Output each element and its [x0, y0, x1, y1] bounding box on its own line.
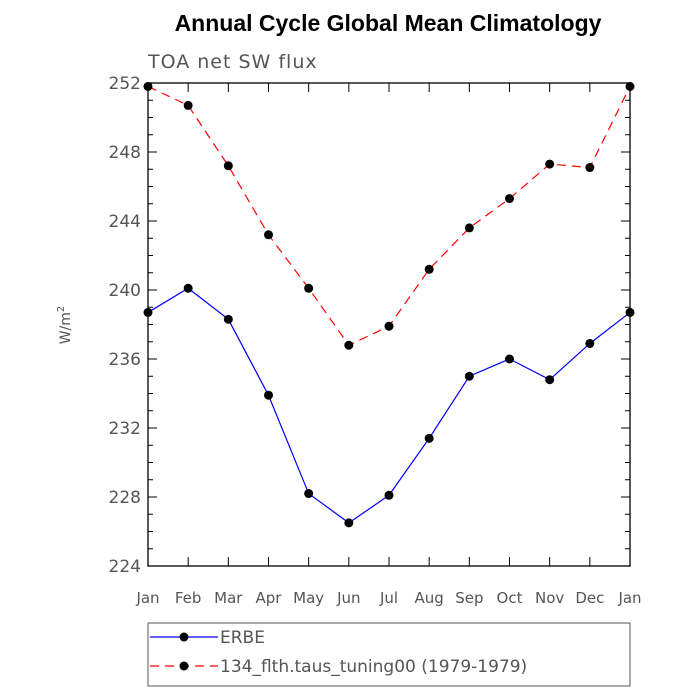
series-2-point: [545, 159, 555, 169]
series-1-point: [264, 390, 273, 400]
series-2-point: [505, 194, 514, 204]
series-2-point: [304, 283, 314, 293]
y-tick-label: 232: [109, 419, 141, 439]
x-tick-label: Jan: [135, 589, 159, 607]
legend-marker-1: [179, 632, 189, 642]
x-tick-label: Oct: [497, 589, 523, 607]
series-2-point: [143, 81, 153, 91]
x-tick-label: Mar: [214, 589, 243, 607]
legend-marker-2: [179, 661, 189, 671]
x-tick-label: Jul: [379, 589, 398, 607]
series-1-point: [424, 433, 434, 443]
legend-box: [147, 622, 631, 687]
x-tick-label: May: [293, 589, 324, 607]
series-line-2: [147, 85, 631, 346]
plot-area: 224 228 232 236 240 244 248 252 Jan Feb Mar Apr May J…: [109, 74, 642, 607]
series-1-point: [625, 307, 635, 317]
y-axis-label-unit: W/m: [58, 312, 74, 344]
series-1-point: [545, 375, 555, 385]
x-tick-label: Dec: [575, 589, 604, 607]
y-tick-label: 240: [109, 281, 141, 301]
y-tick-label: 228: [109, 488, 141, 508]
series-1-point: [505, 354, 514, 364]
y-tick-label: 236: [109, 350, 141, 370]
y-tick-label: 244: [109, 212, 141, 232]
y-tick-label: 224: [109, 557, 141, 577]
series-1-point: [464, 371, 474, 381]
chart-title: Annual Cycle Global Mean Climatology: [175, 10, 602, 36]
series-1-point: [585, 338, 595, 348]
legend-label-2: 134_flth.taus_tuning00 (1979-1979): [220, 657, 527, 677]
chart-subtitle: TOA net SW flux: [147, 51, 318, 73]
series-1-point: [223, 314, 233, 324]
x-tick-label: Sep: [455, 589, 483, 607]
series-1-point: [384, 490, 394, 500]
x-tick-label: Aug: [415, 589, 444, 607]
x-tick-label: Jan: [617, 589, 641, 607]
x-tick-label: Nov: [535, 589, 564, 607]
series-2-point: [585, 163, 595, 173]
series-2-point: [183, 100, 193, 110]
y-tick-label: 248: [109, 143, 141, 163]
series-1-point: [183, 283, 193, 293]
series-2-point: [384, 321, 394, 331]
y-tick-label: 252: [109, 74, 141, 94]
y-axis-label: W/m2: [56, 306, 74, 345]
series-2-point: [344, 340, 354, 350]
y-axis-label-superscript: 2: [56, 306, 67, 312]
x-tick-label: Feb: [175, 589, 202, 607]
series-1-point: [344, 518, 354, 528]
x-tick-label: Jun: [336, 589, 360, 607]
series-2-point: [625, 81, 635, 91]
series-2-point: [223, 161, 233, 171]
series-1-point: [143, 307, 153, 317]
series-2-point: [424, 264, 434, 274]
legend-label-1: ERBE: [220, 628, 265, 648]
series-2-point: [264, 230, 273, 240]
series-2-point: [464, 223, 474, 233]
series-1-point: [304, 489, 314, 499]
x-tick-label: Apr: [256, 589, 283, 607]
legend: ERBE 134_flth.taus_tuning00 (1979-1979): [147, 622, 631, 687]
